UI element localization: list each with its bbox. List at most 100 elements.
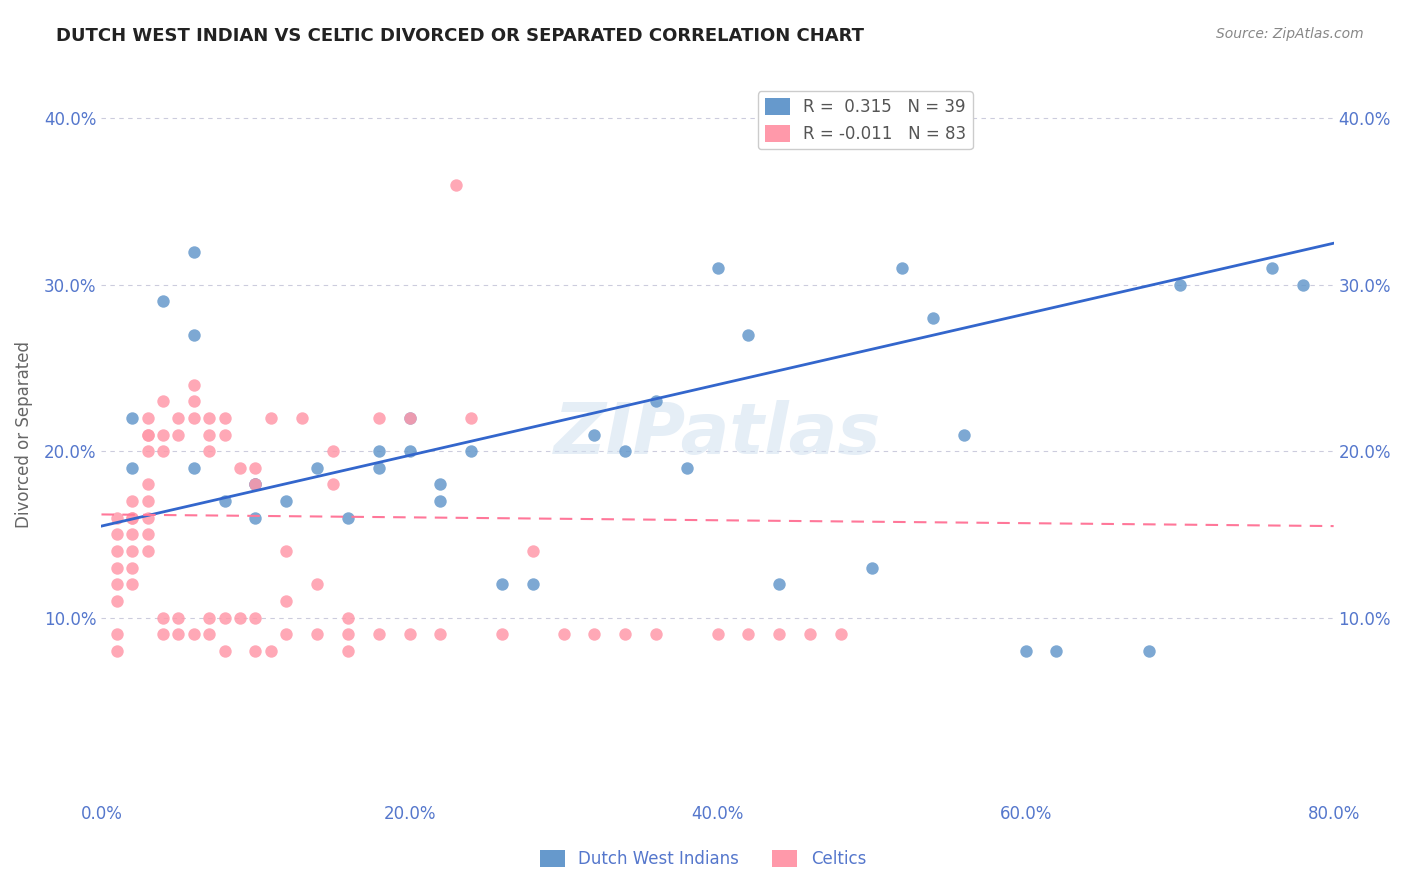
- Point: [444, 178, 467, 192]
- Point: [922, 311, 945, 326]
- Point: [183, 627, 205, 641]
- Text: DUTCH WEST INDIAN VS CELTIC DIVORCED OR SEPARATED CORRELATION CHART: DUTCH WEST INDIAN VS CELTIC DIVORCED OR …: [56, 27, 865, 45]
- Point: [198, 444, 221, 458]
- Point: [491, 627, 513, 641]
- Point: [830, 627, 852, 641]
- Point: [398, 411, 420, 425]
- Point: [367, 627, 389, 641]
- Point: [768, 577, 790, 591]
- Point: [245, 510, 267, 524]
- Point: [121, 544, 143, 558]
- Point: [522, 544, 544, 558]
- Point: [522, 577, 544, 591]
- Point: [645, 627, 668, 641]
- Point: [136, 427, 159, 442]
- Point: [152, 444, 174, 458]
- Text: ZIPatlas: ZIPatlas: [554, 401, 882, 469]
- Point: [307, 460, 329, 475]
- Point: [105, 594, 128, 608]
- Point: [398, 444, 420, 458]
- Point: [229, 460, 252, 475]
- Point: [183, 377, 205, 392]
- Point: [583, 427, 606, 442]
- Y-axis label: Divorced or Separated: Divorced or Separated: [15, 341, 32, 528]
- Point: [429, 494, 451, 508]
- Point: [614, 444, 637, 458]
- Point: [245, 460, 267, 475]
- Point: [645, 394, 668, 409]
- Legend: Dutch West Indians, Celtics: Dutch West Indians, Celtics: [533, 843, 873, 875]
- Point: [121, 527, 143, 541]
- Point: [706, 627, 728, 641]
- Point: [398, 627, 420, 641]
- Point: [245, 644, 267, 658]
- Point: [183, 327, 205, 342]
- Point: [121, 411, 143, 425]
- Point: [276, 494, 298, 508]
- Point: [675, 460, 697, 475]
- Point: [737, 627, 759, 641]
- Point: [229, 610, 252, 624]
- Point: [136, 427, 159, 442]
- Point: [1137, 644, 1160, 658]
- Point: [245, 477, 267, 491]
- Point: [706, 261, 728, 276]
- Point: [737, 327, 759, 342]
- Point: [891, 261, 914, 276]
- Point: [276, 544, 298, 558]
- Point: [398, 411, 420, 425]
- Point: [860, 560, 883, 574]
- Point: [183, 394, 205, 409]
- Point: [367, 411, 389, 425]
- Point: [152, 394, 174, 409]
- Point: [121, 560, 143, 574]
- Point: [291, 411, 314, 425]
- Point: [1014, 644, 1036, 658]
- Point: [152, 610, 174, 624]
- Point: [307, 627, 329, 641]
- Point: [136, 411, 159, 425]
- Point: [953, 427, 976, 442]
- Point: [198, 627, 221, 641]
- Point: [768, 627, 790, 641]
- Point: [198, 427, 221, 442]
- Point: [429, 627, 451, 641]
- Point: [152, 427, 174, 442]
- Point: [553, 627, 575, 641]
- Point: [214, 644, 236, 658]
- Point: [152, 294, 174, 309]
- Point: [105, 544, 128, 558]
- Point: [136, 510, 159, 524]
- Point: [245, 477, 267, 491]
- Point: [321, 444, 343, 458]
- Point: [183, 460, 205, 475]
- Point: [167, 411, 190, 425]
- Point: [105, 510, 128, 524]
- Point: [136, 444, 159, 458]
- Point: [105, 560, 128, 574]
- Point: [105, 527, 128, 541]
- Point: [121, 460, 143, 475]
- Point: [429, 477, 451, 491]
- Point: [1045, 644, 1067, 658]
- Point: [183, 411, 205, 425]
- Point: [136, 527, 159, 541]
- Point: [260, 644, 283, 658]
- Point: [198, 610, 221, 624]
- Point: [321, 477, 343, 491]
- Legend: R =  0.315   N = 39, R = -0.011   N = 83: R = 0.315 N = 39, R = -0.011 N = 83: [758, 92, 973, 150]
- Point: [214, 494, 236, 508]
- Point: [121, 494, 143, 508]
- Point: [276, 594, 298, 608]
- Point: [105, 627, 128, 641]
- Text: Source: ZipAtlas.com: Source: ZipAtlas.com: [1216, 27, 1364, 41]
- Point: [136, 544, 159, 558]
- Point: [136, 477, 159, 491]
- Point: [460, 444, 482, 458]
- Point: [136, 494, 159, 508]
- Point: [583, 627, 606, 641]
- Point: [614, 627, 637, 641]
- Point: [121, 577, 143, 591]
- Point: [491, 577, 513, 591]
- Point: [198, 411, 221, 425]
